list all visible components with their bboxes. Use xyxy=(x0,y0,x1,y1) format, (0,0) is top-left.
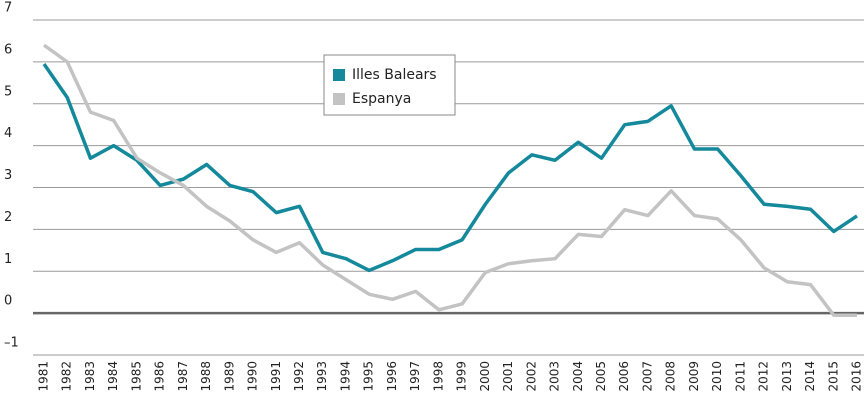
y-tick-label: 4 xyxy=(4,126,12,141)
x-tick-label: 2012 xyxy=(757,361,771,392)
y-tick-label: 0 xyxy=(4,294,12,309)
x-tick-label: 1994 xyxy=(338,361,352,392)
line xyxy=(42,43,857,317)
x-tick-label: 1985 xyxy=(129,361,143,392)
x-tick-label: 2007 xyxy=(640,361,654,392)
y-tick-label: 2 xyxy=(4,210,12,225)
legend-box xyxy=(323,54,456,116)
y-tick-label: –1 xyxy=(4,336,19,351)
x-tick-label: 1997 xyxy=(408,361,422,392)
x-tick-label: 1986 xyxy=(153,361,167,392)
x-tick-label: 1992 xyxy=(292,361,306,392)
y-tick-label: 5 xyxy=(4,84,12,99)
x-tick-label: 1995 xyxy=(362,361,376,392)
x-tick-label: 2003 xyxy=(548,361,562,392)
legend-swatch xyxy=(333,93,345,105)
legend-label: Illes Balears xyxy=(352,67,437,83)
y-tick-label: 3 xyxy=(4,168,12,183)
x-tick-label: 1984 xyxy=(106,361,120,392)
x-tick-label: 2010 xyxy=(710,361,724,392)
x-tick-label: 1990 xyxy=(246,361,260,392)
x-tick-label: 2013 xyxy=(780,361,794,392)
x-tick-label: 2016 xyxy=(850,361,864,392)
x-tick-label: 2004 xyxy=(571,361,585,392)
x-tick-label: 2015 xyxy=(826,361,840,392)
x-tick-label: 1996 xyxy=(385,361,399,392)
x-tick-label: 1987 xyxy=(176,361,190,392)
x-tick-label: 1991 xyxy=(269,361,283,392)
x-tick-label: 2009 xyxy=(687,361,701,392)
x-tick-label: 1982 xyxy=(60,361,74,392)
legend-swatch xyxy=(333,69,345,81)
x-tick-label: 2002 xyxy=(524,361,538,392)
x-tick-label: 2000 xyxy=(478,361,492,392)
x-tick-label: 1989 xyxy=(222,361,236,392)
legend-label: Espanya xyxy=(352,91,411,107)
x-tick-label: 1998 xyxy=(431,361,445,392)
x-tick-label: 1999 xyxy=(455,361,469,392)
x-tick-label: 2005 xyxy=(594,361,608,392)
x-tick-label: 2008 xyxy=(664,361,678,392)
x-tick-label: 1983 xyxy=(83,361,97,392)
x-tick-label: 1981 xyxy=(37,361,51,392)
x-tick-label: 1988 xyxy=(199,361,213,392)
y-tick-label: 6 xyxy=(4,42,12,57)
x-tick-label: 2014 xyxy=(803,361,817,392)
x-tick-label: 2011 xyxy=(733,361,747,392)
line xyxy=(42,62,858,273)
x-tick-label: 1993 xyxy=(315,361,329,392)
x-tick-label: 2006 xyxy=(617,361,631,392)
x-tick-label: 2001 xyxy=(501,361,515,392)
y-tick-label: 1 xyxy=(4,252,12,267)
y-tick-label: 7 xyxy=(4,1,12,16)
